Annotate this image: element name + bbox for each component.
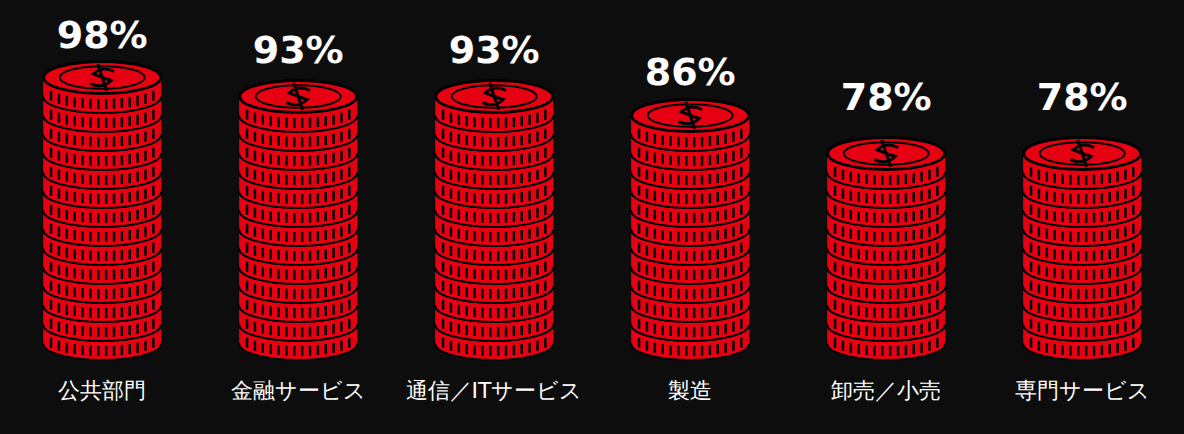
- svg-text:通信／ITサービス: 通信／ITサービス: [406, 378, 583, 403]
- svg-text:93%: 93%: [449, 28, 540, 72]
- svg-text:98%: 98%: [57, 13, 148, 57]
- svg-text:86%: 86%: [645, 50, 736, 94]
- svg-text:卸売／小売: 卸売／小売: [831, 378, 941, 403]
- svg-text:78%: 78%: [841, 75, 932, 119]
- svg-text:公共部門: 公共部門: [58, 378, 146, 403]
- svg-text:製造: 製造: [668, 378, 712, 403]
- svg-text:専門サービス: 専門サービス: [1015, 378, 1150, 403]
- svg-text:金融サービス: 金融サービス: [231, 378, 366, 403]
- svg-text:93%: 93%: [253, 28, 344, 72]
- svg-text:78%: 78%: [1037, 75, 1128, 119]
